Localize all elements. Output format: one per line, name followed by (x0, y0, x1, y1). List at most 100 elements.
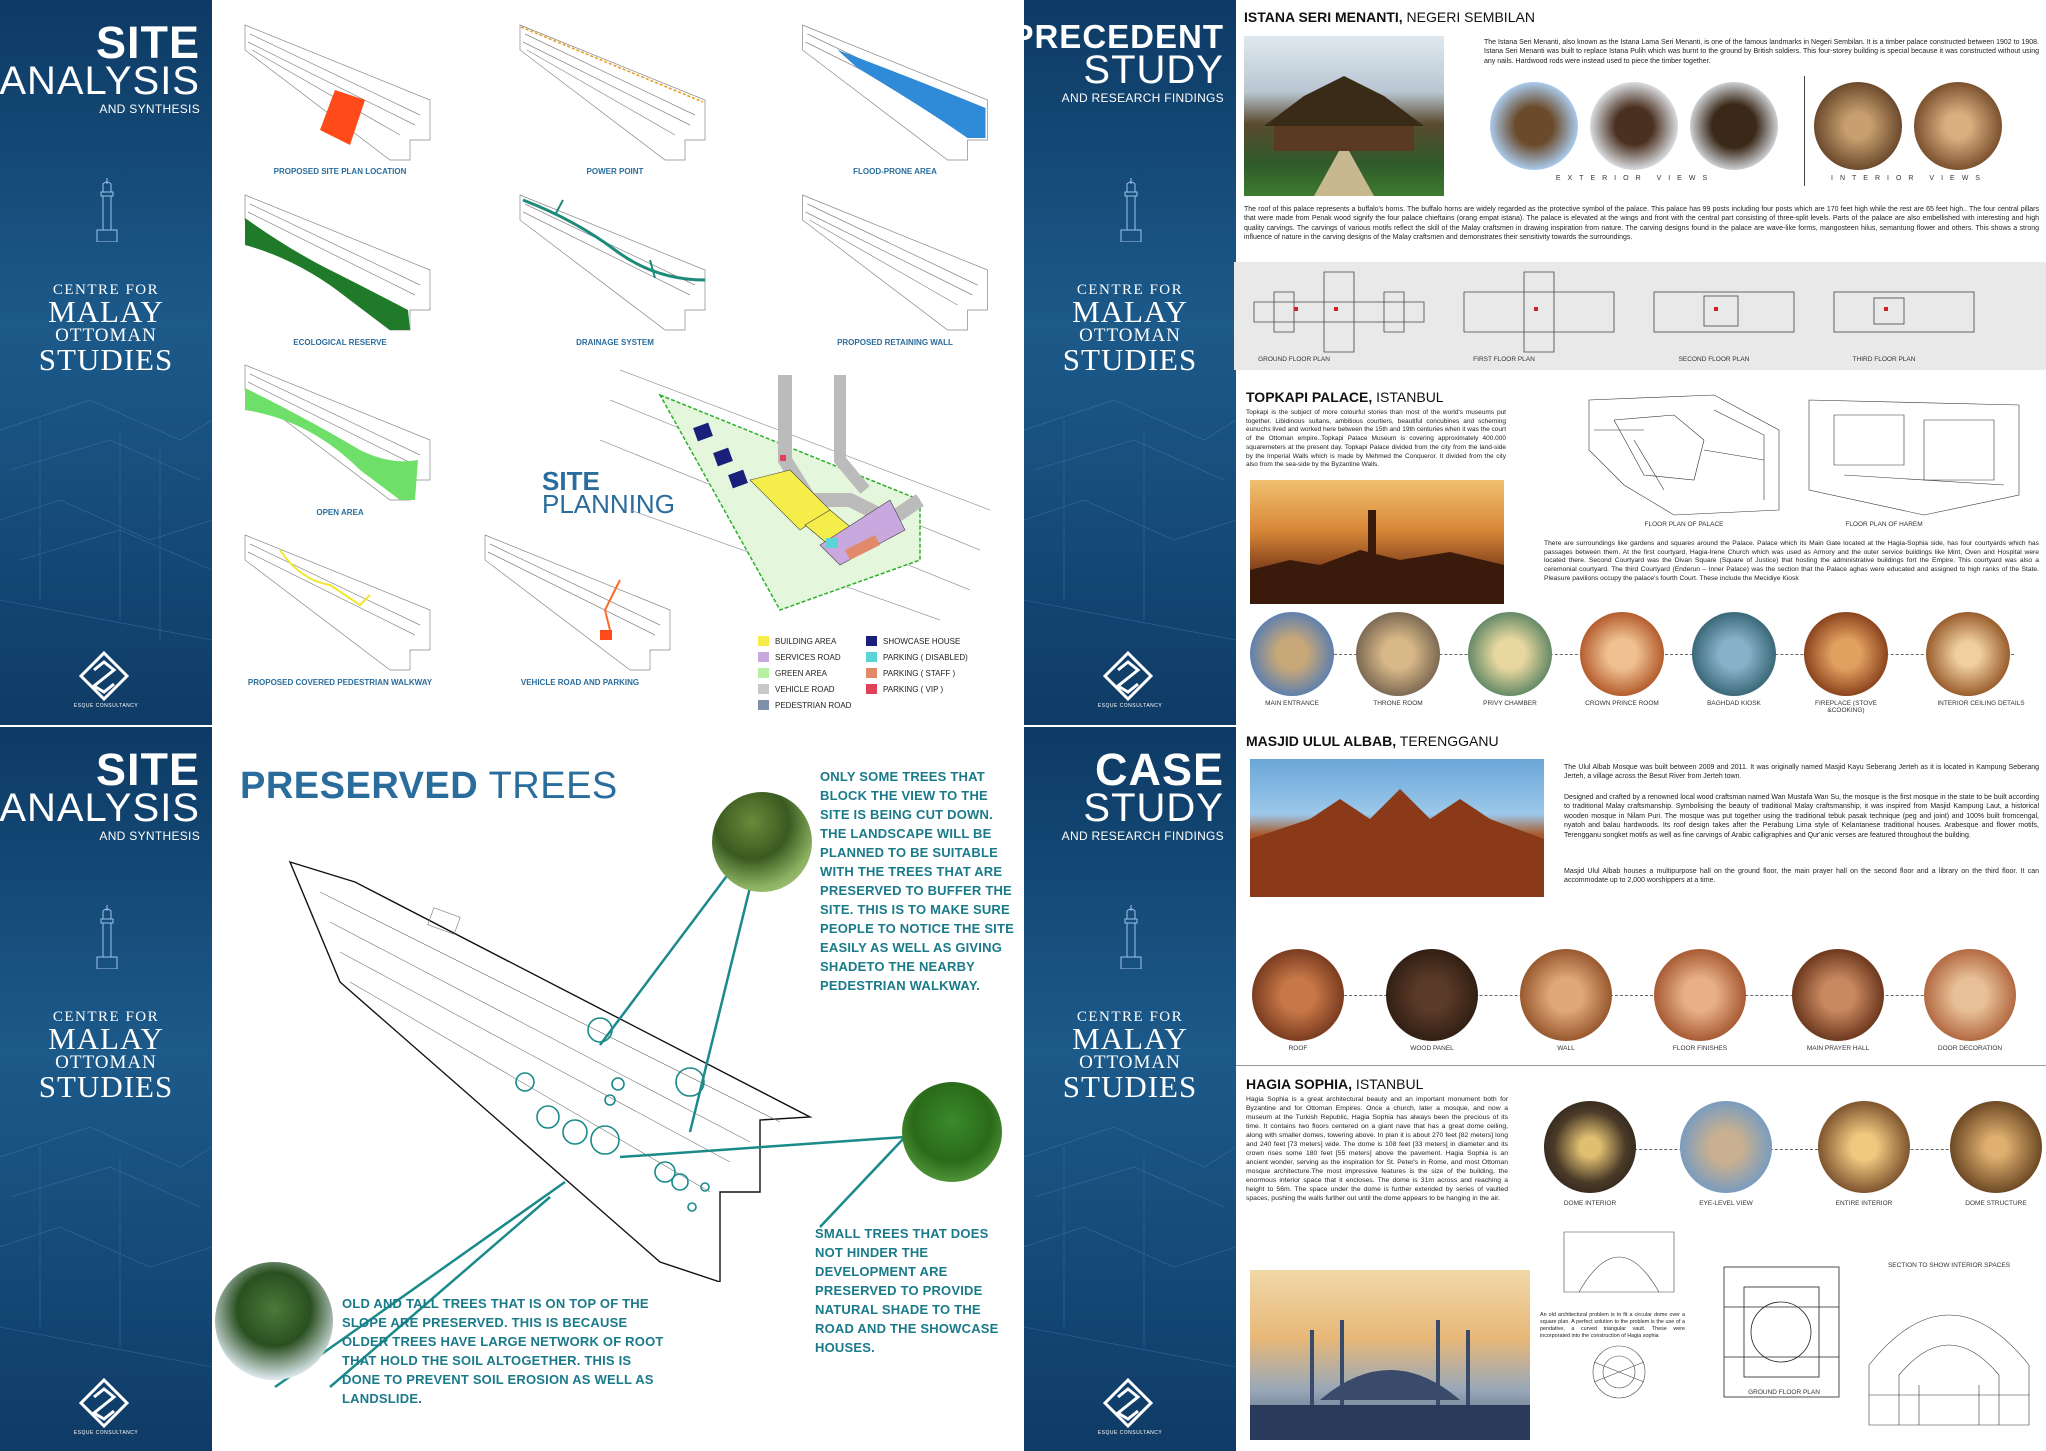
minaret-icon (1120, 178, 1142, 242)
pendentive-note: An old architectural problem is to fit a… (1540, 1312, 1685, 1339)
masjid-title: MASJID ULUL ALBAB, TERENGGANU (1246, 733, 1499, 749)
caption-retaining-wall: PROPOSED RETAINING WALL (837, 338, 953, 347)
interior-label: INTERIOR VIEWS (1831, 175, 1987, 182)
exterior-label: EXTERIOR VIEWS (1555, 175, 1715, 182)
istana-intro: The Istana Seri Menanti, also known as t… (1484, 39, 2039, 65)
centre-logo-text: CENTRE FOR MALAY OTTOMAN STUDIES (38, 1009, 174, 1104)
hagia-section-drawing (1868, 1314, 2030, 1426)
map-ecological-reserve (244, 194, 431, 331)
masjid-detail-photo (1520, 949, 1612, 1041)
note-old-trees: OLD AND TALL TREES THAT IS ON TOP OF THE… (342, 1296, 664, 1406)
masjid-detail-photo (1252, 949, 1344, 1041)
hagia-detail-photo (1950, 1101, 2042, 1193)
caption-vehicle-road: VEHICLE ROAD AND PARKING (520, 678, 640, 687)
istana-plan-label: THIRD FLOOR PLAN (1852, 356, 1916, 363)
site-planning-title: SITE PLANNING (542, 466, 675, 519)
section-label: SECTION TO SHOW INTERIOR SPACES (1887, 1262, 2011, 1269)
sidebar: CASE STUDY AND RESEARCH FINDINGS CENTRE … (1024, 727, 1236, 1451)
topkapi-palace-plan (1588, 394, 1780, 516)
minaret-icon (96, 178, 118, 242)
topkapi-title: TOPKAPI PALACE, ISTANBUL (1246, 389, 1444, 405)
centre-logo-text: CENTRE FOR MALAY OTTOMAN STUDIES (1062, 1009, 1198, 1104)
caption-ecological-reserve: ECOLOGICAL RESERVE (293, 338, 387, 347)
istana-plan-label: FIRST FLOOR PLAN (1473, 356, 1535, 363)
circle-label: WOOD PANEL (1410, 1045, 1454, 1052)
circle-label: DOOR DECORATION (1937, 1045, 2003, 1052)
circle-label: WALL (1557, 1045, 1575, 1052)
exterior-photo (1490, 82, 1578, 170)
caption-pedestrian-walkway: PROPOSED COVERED PEDESTRIAN WALKWAY (247, 678, 433, 687)
centre-logo-text: CENTRE FOR MALAY OTTOMAN STUDIES (1062, 282, 1198, 377)
map-vehicle-road (484, 534, 671, 671)
interior-photo (1814, 82, 1902, 170)
hagia-ground-plan (1723, 1266, 1840, 1398)
minaret-icon (1120, 905, 1142, 969)
circle-label: BAGHDAD KIOSK (1707, 700, 1761, 707)
topkapi-detail-photo (1692, 612, 1776, 696)
circle-connector (1594, 1149, 2014, 1150)
sidebar: SITE ANALYSIS AND SYNTHESIS CENTRE FOR M… (0, 727, 212, 1451)
istana-floor-plans (1253, 271, 1975, 353)
istana-plan-label: SECOND FLOOR PLAN (1678, 356, 1750, 363)
esque-logo-icon (1102, 1377, 1154, 1429)
site-planning-plan (600, 369, 991, 621)
hagia-detail-photo (1680, 1101, 1772, 1193)
hagia-photo (1250, 1270, 1530, 1440)
legend-swatch (866, 668, 877, 678)
note-small-trees: SMALL TREES THAT DOES NOT HINDER THE DEV… (815, 1226, 999, 1355)
exterior-photo (1590, 82, 1678, 170)
istana-photo (1244, 36, 1444, 196)
esque-logo-icon (78, 1377, 130, 1429)
masjid-p3: Masjid Ulul Albab houses a multipurpose … (1564, 868, 2039, 885)
topkapi-detail-photo (1356, 612, 1440, 696)
topkapi-detail-photo (1926, 612, 2010, 696)
title-light: ANALYSIS (0, 59, 200, 104)
legend-swatch (866, 684, 877, 694)
divider (1236, 1065, 2046, 1066)
circle-label: FLOOR FINISHES (1672, 1045, 1728, 1052)
istana-plan-strip (1234, 262, 2046, 370)
topkapi-intro: Topkapi is the subject of more colourful… (1246, 409, 1506, 469)
masjid-detail-photo (1792, 949, 1884, 1041)
masjid-photo (1250, 759, 1544, 897)
istana-body: The roof of this palace represents a buf… (1244, 206, 2039, 242)
circle-label: MAIN PRAYER HALL (1806, 1045, 1870, 1052)
masjid-detail-photo (1386, 949, 1478, 1041)
legend-swatch (758, 668, 769, 678)
circle-label: DOME STRUCTURE (1965, 1200, 2027, 1207)
topkapi-photo (1250, 480, 1504, 604)
circle-label: THRONE ROOM (1373, 700, 1423, 707)
istana-title: ISTANA SERI MENANTI, NEGERI SEMBILAN (1244, 9, 1535, 25)
pendentive-diagram (1563, 1231, 1675, 1399)
topkapi-detail-photo (1580, 612, 1664, 696)
callout-lines (274, 844, 906, 1389)
masjid-detail-photo (1654, 949, 1746, 1041)
title-subtitle: AND SYNTHESIS (99, 102, 200, 117)
map-site-plan-location (244, 24, 431, 161)
legend-swatch (758, 700, 769, 710)
sidebar-lines (0, 399, 212, 641)
caption-flood-prone: FLOOD-PRONE AREA (853, 167, 937, 176)
panel-title: SITE ANALYSIS AND SYNTHESIS (0, 744, 200, 844)
hagia-body: Hagia Sophia is a great architectural be… (1246, 1096, 1508, 1202)
centre-logo-text: CENTRE FOR MALAY OTTOMAN STUDIES (38, 282, 174, 377)
ground-plan-label: GROUND FLOOR PLAN (1748, 1389, 1820, 1396)
panel-title: SITE ANALYSIS AND SYNTHESIS (0, 17, 200, 117)
minaret-icon (96, 905, 118, 969)
hagia-detail-photo (1818, 1101, 1910, 1193)
map-pedestrian-walkway (244, 534, 431, 671)
legend-swatch (758, 684, 769, 694)
tree-photo (712, 792, 812, 892)
map-power-point (519, 24, 706, 161)
circle-label: CROWN PRINCE ROOM (1585, 700, 1659, 707)
topkapi-detail-photo (1804, 612, 1888, 696)
precedent-study-panel: PRECEDENT STUDY AND RESEARCH FINDINGS CE… (1024, 0, 2046, 725)
sidebar: PRECEDENT STUDY AND RESEARCH FINDINGS CE… (1024, 0, 1236, 725)
circle-label: MAIN ENTRANCE (1265, 700, 1319, 707)
title-bold: SITE (95, 17, 200, 68)
map-retaining-wall (802, 194, 988, 331)
panel-title: CASE STUDY AND RESEARCH FINDINGS (1061, 744, 1224, 844)
circle-label: INTERIOR CEILING DETAILS (1937, 700, 2025, 707)
masjid-p1: The Ulul Albab Mosque was built between … (1564, 764, 2039, 781)
esque-logo-icon (1102, 650, 1154, 702)
